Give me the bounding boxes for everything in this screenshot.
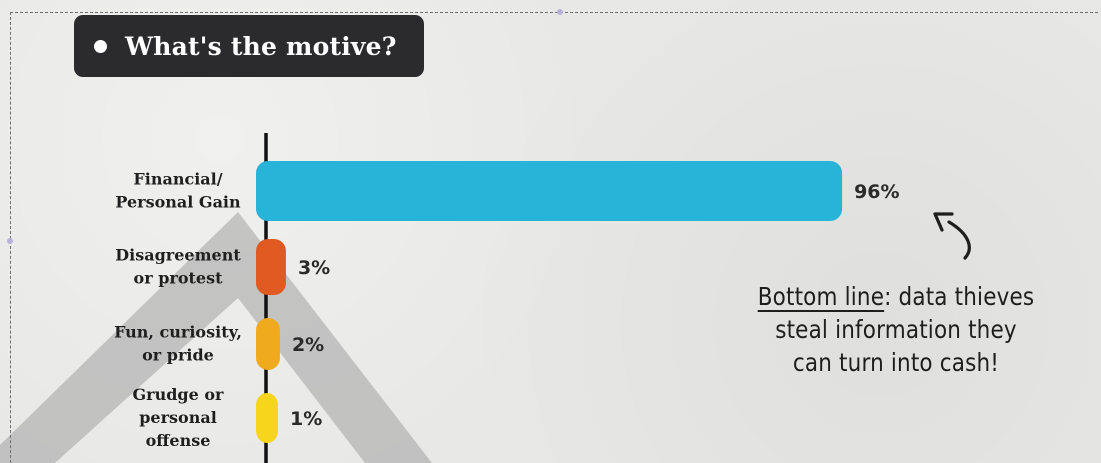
resize-handle-left[interactable] — [7, 238, 13, 244]
annotation-note: Bottom line: data thieves steal informat… — [741, 280, 1051, 379]
category-label-3: Grudge or personal offense — [133, 385, 225, 450]
value-label-0: 96% — [854, 181, 899, 203]
note-underlined-text: Bottom line — [757, 282, 885, 311]
curved-arrow-icon — [933, 212, 971, 260]
bar-0 — [256, 161, 843, 221]
note-line-3: can turn into cash! — [792, 348, 1000, 377]
chart-title: What's the motive? — [125, 31, 397, 61]
category-label-1: Disagreement or protest — [115, 246, 241, 288]
note-line-2: steal information they — [775, 315, 1017, 344]
bar-2 — [256, 318, 280, 370]
note-line-1-rest: : data thieves — [884, 282, 1035, 311]
bar-3 — [256, 393, 278, 443]
bar-1 — [256, 239, 286, 295]
category-label-0: Financial/Personal Gain — [115, 170, 241, 212]
category-label-2: Fun, curiosity, or pride — [114, 323, 242, 365]
note-line-1: Bottom line: data thieves — [741, 280, 1051, 313]
frame-border-top — [10, 12, 1098, 13]
frame-border-left — [10, 12, 11, 463]
bullet-dot-icon — [94, 39, 107, 53]
value-label-2: 2% — [292, 334, 324, 356]
bars-group — [256, 161, 843, 443]
resize-handle-top[interactable] — [557, 9, 563, 15]
title-badge: What's the motive? — [74, 15, 424, 77]
labels-group: 96% Financial/Personal Gain 3% Disagreement… — [114, 170, 899, 451]
value-label-1: 3% — [298, 257, 330, 279]
value-label-3: 1% — [290, 408, 322, 430]
